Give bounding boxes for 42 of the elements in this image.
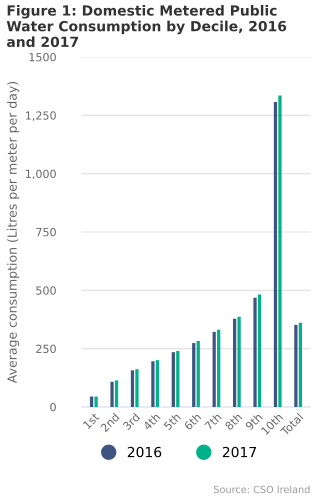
bar [192,343,196,407]
bar [114,380,118,407]
bar [151,361,155,407]
x-tick-label: 7th [204,412,222,430]
chart-title: Figure 1: Domestic Metered Public Water Consumption by Decile, 2016 and 2017 [6,5,286,48]
bar [212,332,216,407]
x-tick-label: 1st [82,412,100,430]
bar [135,369,139,407]
bar [94,396,98,407]
x-tick-label: 8th [224,412,242,430]
y-tick-label: 1500 [30,52,56,62]
legend-label: 2017 [222,446,256,458]
bar [278,96,282,407]
bar [274,102,278,407]
y-tick-label: 1,250 [26,111,56,121]
bar [237,316,241,407]
x-tick-label: 9th [244,412,263,431]
y-tick-label: 750 [36,228,56,236]
y-axis-title: Average consumption (Litres per meter per day) [7,82,20,384]
x-tick-label: 6th [183,412,202,430]
bar [196,340,200,407]
x-tick-label: 3rd [122,412,140,430]
y-tick-label: 500 [36,286,56,295]
bar [298,322,302,407]
bar [130,370,134,407]
bar [258,294,262,407]
bar [156,360,160,407]
legend-label: 2016 [128,446,162,458]
bar [110,382,114,407]
x-tick-label: 4th [142,412,160,431]
source-note: Source: CSO Ireland [214,486,310,494]
bar [176,351,180,407]
bar [172,352,175,407]
y-tick-label: 1,000 [26,170,56,180]
bar [294,324,298,407]
bar [217,330,220,407]
bar [90,396,94,407]
y-tick-label: 0 [50,402,56,412]
x-tick-label: 5th [163,412,181,430]
y-tick-label: 250 [36,344,56,354]
bar [232,318,236,407]
bar [253,298,257,407]
